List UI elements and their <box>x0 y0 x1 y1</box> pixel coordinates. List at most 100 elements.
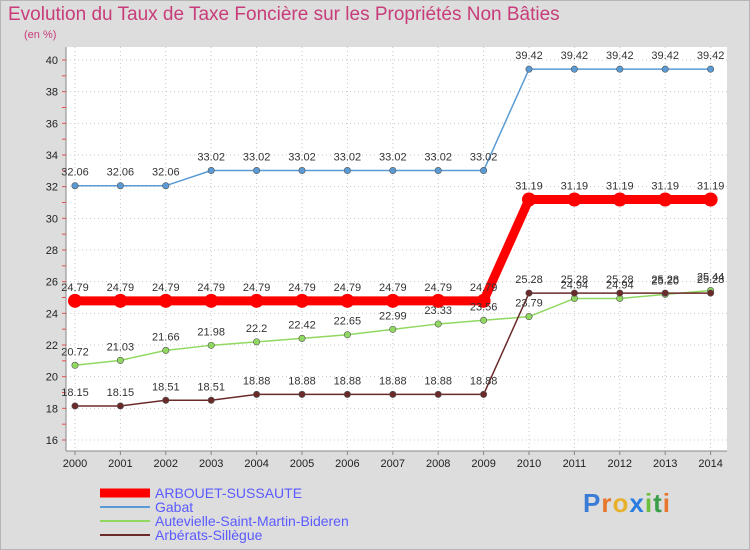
data-label: 24.79 <box>424 282 452 294</box>
data-point <box>661 289 669 297</box>
data-label: 24.79 <box>334 282 362 294</box>
data-label: 39.42 <box>515 50 543 62</box>
data-point <box>295 293 309 308</box>
data-point <box>661 65 669 73</box>
data-point <box>480 316 488 324</box>
x-tick-label: 2002 <box>154 458 178 470</box>
data-label: 39.42 <box>606 50 634 62</box>
data-point <box>71 361 79 369</box>
data-label: 31.19 <box>606 180 634 192</box>
data-point <box>525 65 533 73</box>
data-label: 33.02 <box>197 152 225 164</box>
data-label: 18.88 <box>334 375 362 387</box>
x-tick-label: 2012 <box>608 458 632 470</box>
data-point <box>253 167 261 175</box>
y-tick-label: 18 <box>46 403 58 415</box>
y-tick-label: 40 <box>46 55 58 67</box>
data-point <box>249 293 264 308</box>
data-label: 18.88 <box>424 375 452 387</box>
data-point <box>343 167 351 175</box>
data-point <box>116 182 124 190</box>
data-point <box>162 346 170 354</box>
data-point <box>570 289 578 297</box>
data-label: 18.15 <box>107 387 135 399</box>
data-label: 22.65 <box>334 316 362 328</box>
y-tick-label: 20 <box>46 372 58 384</box>
logo-letter: x <box>629 488 645 518</box>
data-point <box>707 289 715 297</box>
data-label: 20.72 <box>61 346 89 358</box>
data-label: 24.79 <box>379 282 407 294</box>
data-label: 24.79 <box>243 282 271 294</box>
data-label: 32.06 <box>107 167 135 179</box>
x-tick-label: 2006 <box>335 458 359 470</box>
data-label: 22.99 <box>379 310 407 322</box>
data-label: 31.19 <box>515 180 543 192</box>
data-label: 23.79 <box>515 298 543 310</box>
data-point <box>162 396 170 404</box>
y-tick-label: 32 <box>46 182 58 194</box>
proxiti-logo: Proxiti <box>583 488 671 519</box>
data-label: 24.79 <box>61 282 89 294</box>
y-tick-label: 30 <box>46 213 58 225</box>
data-label: 39.42 <box>697 50 725 62</box>
chart-unit-label: (en %) <box>24 29 57 41</box>
data-label: 23.56 <box>470 301 498 313</box>
data-label: 18.88 <box>470 375 498 387</box>
data-point <box>116 402 124 410</box>
data-point <box>298 167 306 175</box>
data-label: 33.02 <box>288 152 316 164</box>
x-tick-label: 2010 <box>517 458 541 470</box>
logo-letter: i <box>644 488 654 518</box>
x-tick-label: 2013 <box>653 458 677 470</box>
data-point <box>207 167 215 175</box>
data-label: 18.51 <box>152 381 180 393</box>
data-label: 18.88 <box>379 375 407 387</box>
data-label: 32.06 <box>61 167 89 179</box>
data-label: 18.15 <box>61 387 89 399</box>
data-point <box>343 390 351 398</box>
data-label: 31.19 <box>697 180 725 192</box>
x-tick-label: 2005 <box>290 458 314 470</box>
x-tick-label: 2004 <box>244 458 268 470</box>
data-label: 24.94 <box>606 279 634 291</box>
data-label: 33.02 <box>379 152 407 164</box>
logo-letter: t <box>653 488 663 518</box>
legend-entry: ARBOUET-SUSSAUTE <box>155 485 302 501</box>
plot-area <box>66 47 727 451</box>
data-label: 25.28 <box>561 274 589 286</box>
data-point <box>253 338 261 346</box>
data-point <box>525 289 533 297</box>
data-point <box>434 320 442 328</box>
data-label: 24.94 <box>561 279 589 291</box>
data-point <box>68 293 82 308</box>
data-label: 24.79 <box>152 282 180 294</box>
data-label: 21.03 <box>107 341 135 353</box>
data-point <box>431 293 446 308</box>
data-label: 39.42 <box>561 50 589 62</box>
data-point <box>343 331 351 339</box>
data-point <box>207 341 215 349</box>
data-label: 22.2 <box>246 323 267 335</box>
data-point <box>567 192 582 207</box>
data-point <box>616 65 624 73</box>
data-label: 21.66 <box>152 331 180 343</box>
data-point <box>253 390 261 398</box>
chart-legend: ARBOUET-SUSSAUTEGabatAutevielle-Saint-Ma… <box>100 485 349 543</box>
data-label: 25.20 <box>651 275 679 287</box>
data-label: 25.28 <box>651 274 679 286</box>
data-point <box>71 402 79 410</box>
data-label: 31.19 <box>561 180 589 192</box>
data-point <box>158 293 173 308</box>
data-label: 24.79 <box>107 282 135 294</box>
data-point <box>389 390 397 398</box>
data-label: 18.88 <box>243 375 271 387</box>
data-point <box>616 289 624 297</box>
data-label: 25.28 <box>606 274 634 286</box>
data-label: 25.28 <box>515 274 543 286</box>
x-tick-label: 2007 <box>381 458 405 470</box>
data-label: 18.51 <box>197 381 225 393</box>
y-tick-label: 28 <box>46 245 58 257</box>
y-tick-label: 22 <box>46 340 58 352</box>
